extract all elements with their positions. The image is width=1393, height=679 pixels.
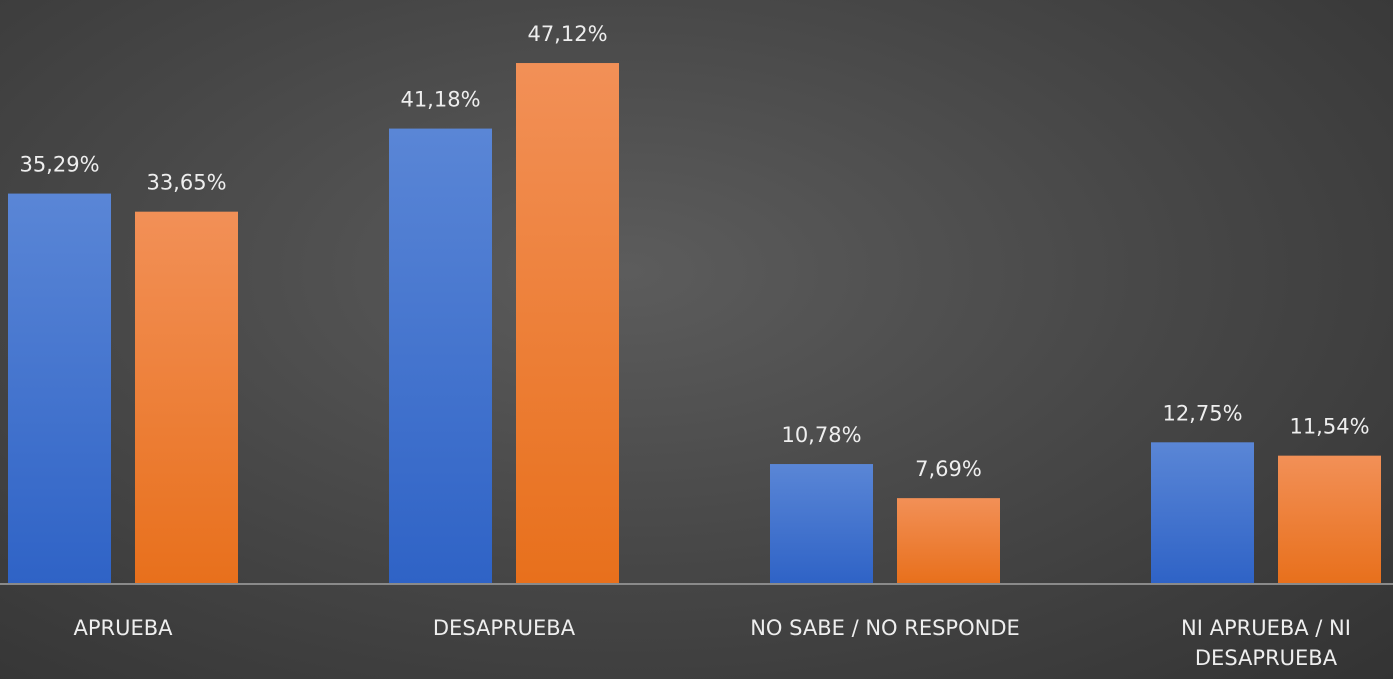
- bar: [135, 211, 238, 584]
- data-label: 35,29%: [19, 153, 99, 177]
- x-tick-label: DESAPRUEBA: [432, 616, 576, 640]
- bar: [389, 128, 492, 583]
- bar: [1151, 442, 1254, 583]
- data-label: 11,54%: [1289, 415, 1369, 439]
- data-label: 10,78%: [781, 423, 861, 447]
- bar: [770, 464, 873, 583]
- x-tick-label: NO SABE / NO RESPONDE: [750, 616, 1020, 640]
- bar: [1278, 455, 1381, 583]
- data-label: 47,12%: [527, 22, 607, 46]
- bar: [516, 63, 619, 583]
- bar: [8, 193, 111, 584]
- data-label: 12,75%: [1162, 401, 1242, 425]
- bar: [897, 498, 1000, 583]
- data-label: 41,18%: [400, 88, 480, 112]
- x-tick-label: NI APRUEBA / NI DESAPRUEBA: [1181, 616, 1351, 670]
- x-tick-label: APRUEBA: [73, 616, 173, 640]
- data-label: 7,69%: [915, 457, 982, 481]
- data-label: 33,65%: [146, 171, 226, 195]
